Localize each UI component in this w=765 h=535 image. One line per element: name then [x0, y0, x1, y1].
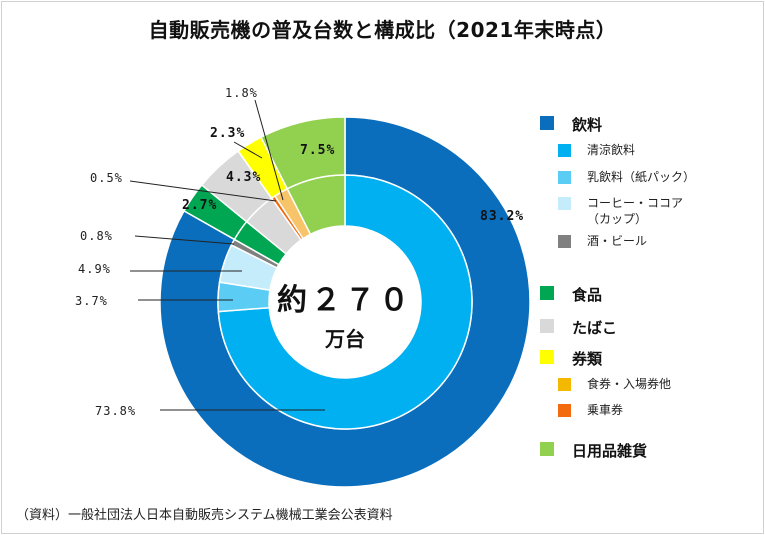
outer-data-label-4: 7.5%	[300, 143, 335, 158]
legend-item: 乳飲料（紙パック）	[558, 169, 695, 185]
legend-swatch	[540, 319, 554, 333]
legend-item: コーヒー・ココア （カップ）	[558, 195, 683, 227]
outer-data-label-1: 2.7%	[182, 198, 217, 213]
inner-slice-8	[286, 174, 346, 236]
legend-item: 日用品雑貨	[540, 440, 647, 461]
legend-swatch	[558, 404, 571, 417]
outer-data-label-3: 2.3%	[210, 126, 245, 141]
leader-line-outer-3	[233, 141, 263, 159]
outer-data-label-0: 83.2%	[480, 209, 524, 224]
leader-line-inner-6	[129, 180, 277, 202]
legend-label: 食券・入場券他	[587, 377, 672, 391]
legend-swatch	[558, 171, 571, 184]
legend-label: 乳飲料（紙パック）	[587, 170, 696, 184]
legend-label: 清涼飲料	[587, 143, 636, 157]
legend-swatch	[540, 350, 554, 364]
source-note: （資料）一般社団法人日本自動販売システム機械工業会公表資料	[16, 508, 393, 523]
legend-item: 清涼飲料	[558, 142, 635, 158]
center-unit: 万台	[324, 327, 365, 351]
inner-data-label-1: 3.7%	[75, 294, 108, 308]
chart-title: 自動販売機の普及台数と構成比（2021年末時点）	[148, 18, 617, 42]
legend-label: たばこ	[572, 319, 618, 337]
legend-item: 食券・入場券他	[558, 376, 671, 392]
legend-item: 食品	[540, 284, 602, 305]
outer-data-label-2: 4.3%	[226, 170, 261, 185]
legend-item: たばこ	[540, 317, 617, 338]
legend-item: 飲料	[540, 114, 602, 135]
legend-swatch	[558, 378, 571, 391]
inner-slice-0	[217, 174, 473, 430]
legend-item: 酒・ビール	[558, 233, 647, 249]
inner-data-label-7: 1.8%	[225, 86, 258, 100]
inner-data-label-6: 0.5%	[90, 171, 123, 185]
legend: 飲料清涼飲料乳飲料（紙パック） コーヒー・ココア （カップ） 酒・ビール食品たばこ券…	[540, 112, 760, 472]
legend-item: 乗車券	[558, 402, 623, 418]
legend-swatch	[558, 197, 571, 210]
legend-swatch	[540, 116, 554, 130]
legend-label: 飲料	[572, 116, 603, 134]
legend-label: コーヒー・ココア （カップ）	[587, 196, 684, 226]
legend-label: 日用品雑貨	[572, 442, 648, 460]
inner-data-label-2: 4.9%	[78, 262, 111, 276]
leader-line-inner-7	[254, 99, 284, 201]
legend-swatch	[558, 235, 571, 248]
legend-swatch	[558, 144, 571, 157]
inner-data-label-0: 73.8%	[95, 404, 136, 418]
legend-label: 酒・ビール	[587, 234, 648, 248]
leader-line-inner-3	[134, 235, 235, 245]
center-value: 約２７０	[277, 283, 413, 318]
legend-label: 乗車券	[587, 403, 624, 417]
legend-item: 券類	[540, 348, 602, 369]
legend-swatch	[540, 442, 554, 456]
legend-label: 食品	[572, 286, 603, 304]
inner-data-label-3: 0.8%	[80, 229, 113, 243]
legend-label: 券類	[572, 350, 603, 368]
legend-swatch	[540, 286, 554, 300]
